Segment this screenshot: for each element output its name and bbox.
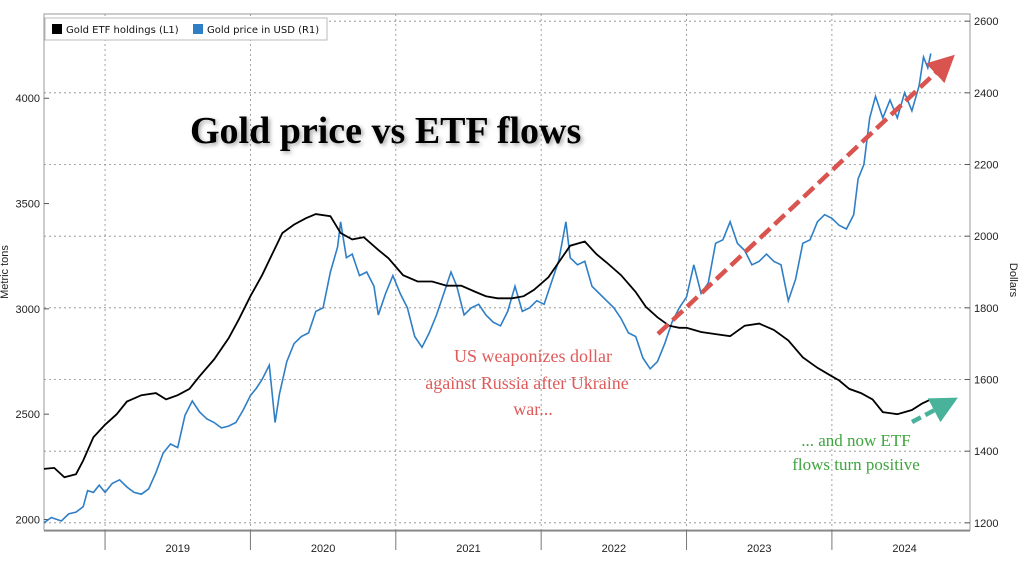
legend-swatch-gold (193, 24, 203, 34)
left-tick-label: 2000 (16, 514, 40, 526)
right-tick-label: 2600 (974, 16, 998, 28)
x-tick-label: 2019 (165, 543, 189, 555)
annotation-etf-line1: ... and now ETF (801, 431, 911, 450)
right-tick-label: 1800 (974, 303, 998, 315)
legend: Gold ETF holdings (L1) Gold price in USD… (44, 17, 328, 41)
left-axis-label: Metric tons (0, 245, 11, 299)
plot-frame (43, 13, 971, 531)
red-dashed-arrow (656, 54, 955, 336)
x-gridlines (104, 14, 833, 530)
x-tick-label: 2023 (747, 543, 771, 555)
left-tick-label: 3000 (16, 304, 40, 316)
x-tick-label: 2022 (602, 543, 626, 555)
annotation-ukraine-line3: war... (513, 399, 553, 419)
right-tick-label: 2000 (974, 231, 998, 243)
left-axis-ticks: 2000 2500 3000 3500 4000 (16, 93, 49, 526)
right-tick-label: 1400 (974, 446, 998, 458)
right-tick-label: 2400 (974, 88, 998, 100)
left-tick-label: 4000 (16, 93, 40, 105)
series-line-gold-price (43, 53, 932, 524)
annotation-ukraine: US weaponizes dollar against Russia afte… (425, 346, 628, 419)
series-line-etf-holdings (43, 213, 932, 479)
green-dashed-arrow (910, 397, 958, 424)
x-axis-ticks: 2019 2020 2021 2022 2023 2024 (44, 530, 970, 555)
legend-box (44, 17, 328, 41)
annotation-ukraine-line1: US weaponizes dollar (454, 346, 612, 366)
annotation-etf: ... and now ETF flows turn positive (792, 431, 920, 474)
right-axis-label: Dollars (1007, 263, 1019, 298)
annotation-etf-line2: flows turn positive (792, 455, 920, 474)
legend-label-etf: Gold ETF holdings (L1) (66, 25, 179, 36)
right-tick-label: 2200 (974, 160, 998, 172)
right-axis-ticks: 1200 1400 1600 1800 2000 2200 2400 2600 (965, 16, 998, 530)
right-tick-label: 1200 (974, 518, 998, 530)
right-tick-label: 1600 (974, 375, 998, 387)
x-tick-label: 2024 (892, 543, 916, 555)
chart-title: Gold price vs ETF flows (190, 110, 581, 152)
legend-label-gold: Gold price in USD (R1) (207, 25, 319, 36)
left-tick-label: 2500 (16, 409, 40, 421)
x-tick-label: 2020 (311, 543, 335, 555)
gridlines (44, 20, 970, 524)
legend-swatch-etf (52, 24, 62, 34)
left-tick-label: 3500 (16, 199, 40, 211)
x-tick-label: 2021 (456, 543, 480, 555)
annotation-ukraine-line2: against Russia after Ukraine (425, 373, 628, 393)
